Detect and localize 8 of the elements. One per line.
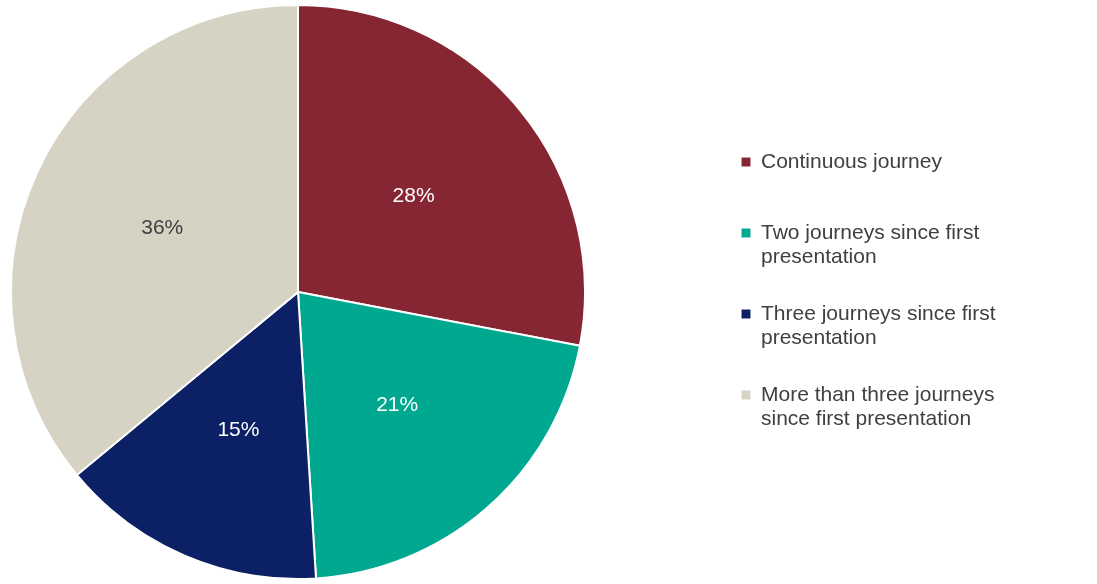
data-label: 21% xyxy=(376,391,419,415)
legend-label: More than three journeys since first presentation xyxy=(761,382,995,429)
data-label: 15% xyxy=(217,416,260,440)
legend-label: Continuous journey xyxy=(761,149,943,172)
data-label: 36% xyxy=(141,215,184,239)
legend-label: Two journeys since first presentation xyxy=(761,220,980,267)
legend-label: Three journeys since first presentation xyxy=(761,301,996,348)
data-label: 28% xyxy=(392,183,435,207)
